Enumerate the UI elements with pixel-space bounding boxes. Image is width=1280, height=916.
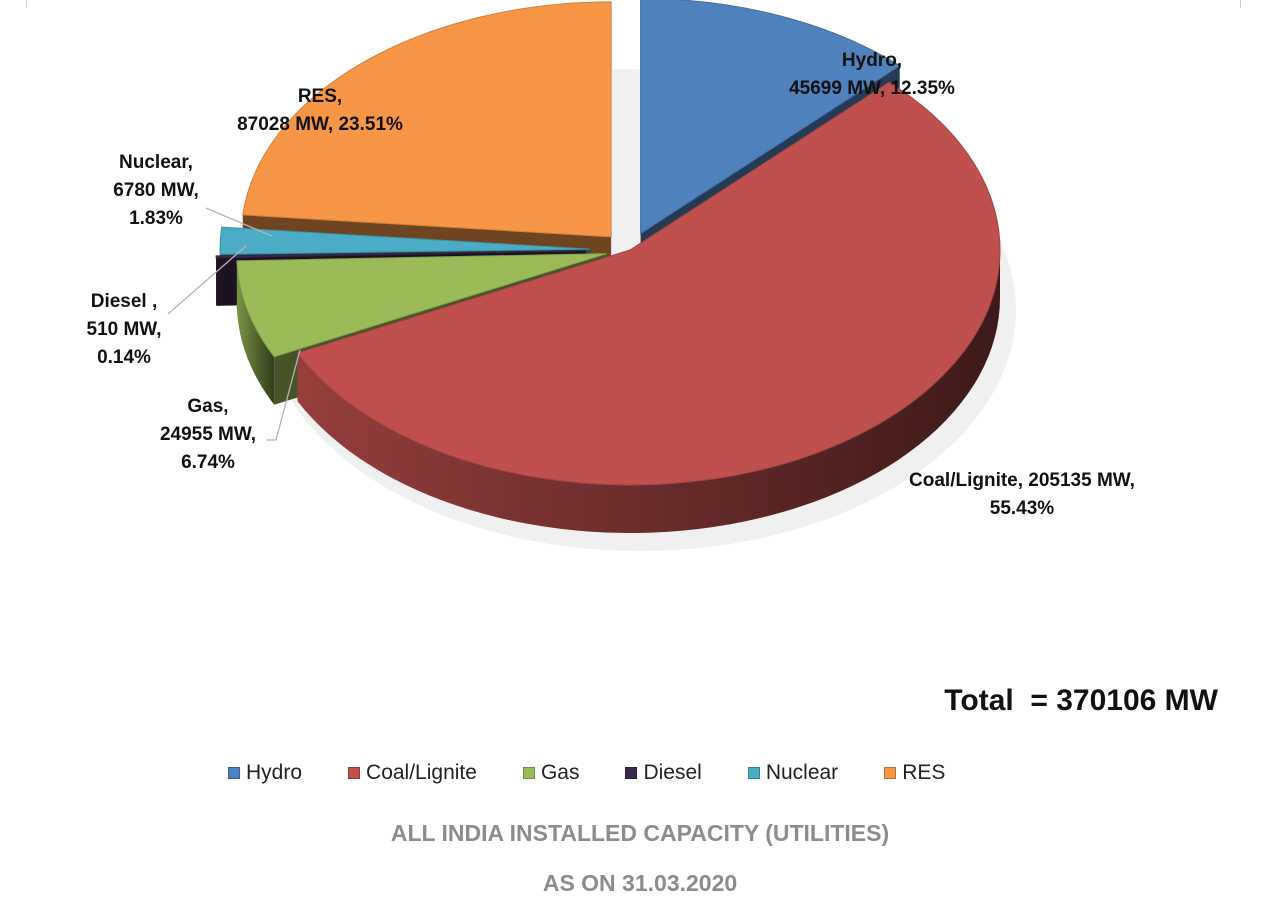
legend-item-coal: Coal/Lignite [348,761,477,785]
legend-swatch-nuclear [747,767,760,779]
legend: Hydro Coal/Lignite Gas Diesel Nuclear RE… [228,758,991,788]
legend-item-res: RES [884,761,945,785]
data-label-diesel-0: Diesel , [91,291,158,312]
data-label-diesel-2: 0.14% [97,347,151,368]
legend-swatch-diesel [625,767,638,779]
slice-rim-coal-lignite [297,250,1000,534]
data-label-diesel-1: 510 MW, [87,319,162,340]
legend-swatch-res [884,767,897,779]
legend-item-gas: Gas [522,761,580,785]
legend-swatch-gas [522,767,535,779]
pie-slice-diesel [215,250,587,259]
pie-slice-gas [236,253,607,358]
legend-swatch-hydro [228,767,240,779]
legend-label-nuclear: Nuclear [765,761,839,784]
data-label-coal-lignite-1: 55.43% [990,498,1055,519]
data-label-hydro-0: Hydro, [842,50,902,71]
legend-label-coal: Coal/Lignite [366,761,477,784]
chart-subtitle: AS ON 31.03.2020 [542,870,738,896]
legend-label-gas: Gas [540,761,580,784]
data-label-gas-2: 6.74% [181,452,235,473]
data-label-res-1: 87028 MW, 23.51% [237,114,403,135]
data-label-res-0: RES, [298,86,342,107]
pie-slice-res [242,1,612,238]
pie-slice-hydro [640,0,901,235]
data-label-gas-1: 24955 MW, [160,424,256,445]
legend-item-diesel: Diesel [625,761,702,785]
total-capacity: Total = 370106 MW [944,684,1218,717]
data-label-coal-lignite-0: Coal/Lignite, 205135 MW, [909,470,1135,491]
legend-label-diesel: Diesel [643,761,702,784]
data-label-hydro-1: 45699 MW, 12.35% [789,78,955,99]
legend-label-res: RES [902,761,946,784]
pie-slice-coal-lignite [296,81,1001,486]
pie-slice-nuclear [219,226,591,255]
slice-rim-gas [236,260,275,405]
data-label-nuclear-2: 1.83% [129,208,183,229]
legend-label-hydro: Hydro [246,761,303,784]
leader-line-nuclear [205,207,273,237]
legend-swatch-coal [348,767,361,779]
chart-title: ALL INDIA INSTALLED CAPACITY (UTILITIES) [390,820,890,846]
data-label-nuclear-0: Nuclear, [119,152,193,173]
frame-corner-right [1240,0,1241,8]
legend-item-nuclear: Nuclear [747,761,839,785]
legend-item-hydro: Hydro [228,761,302,785]
leader-line-diesel [167,245,247,315]
data-label-nuclear-1: 6780 MW, [113,180,199,201]
leader-line-gas [266,349,301,441]
data-label-gas-0: Gas, [187,396,228,417]
frame-corner-left [26,0,27,8]
